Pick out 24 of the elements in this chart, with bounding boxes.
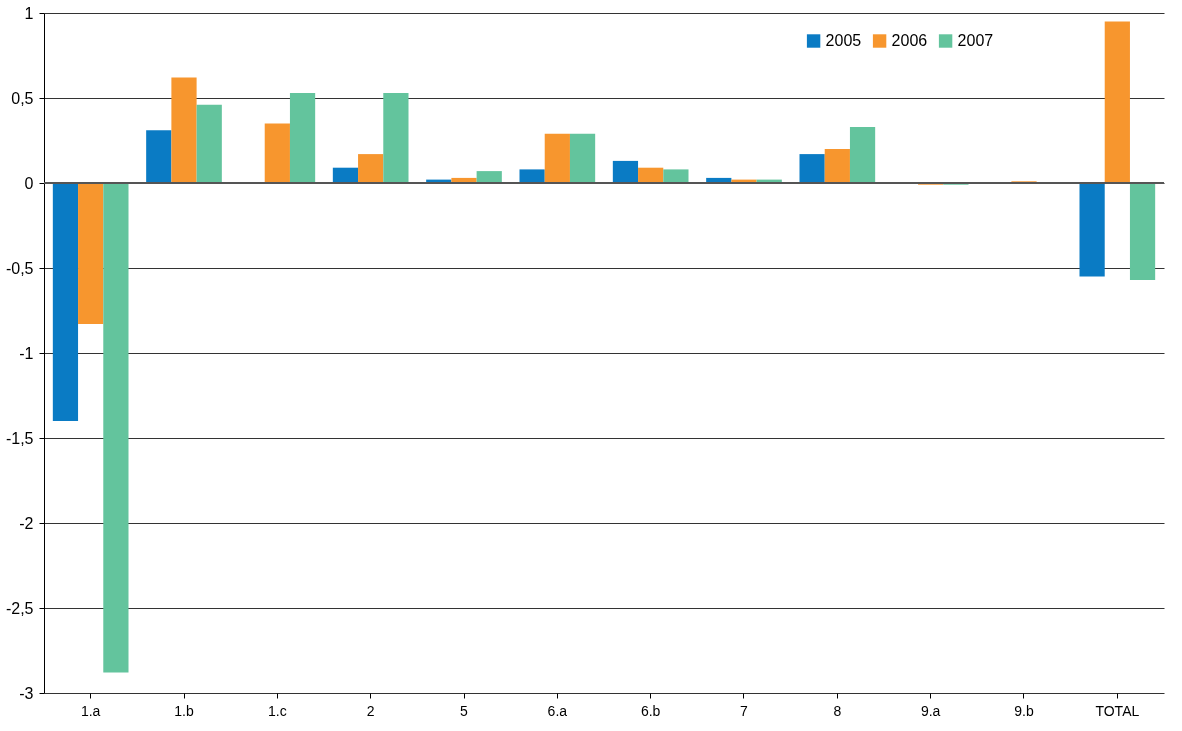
x-tick-label: TOTAL [1095, 702, 1140, 719]
y-tick-label: 0 [24, 174, 34, 192]
y-tick-label: 0,5 [11, 89, 34, 107]
x-tick-label: 9.a [920, 702, 941, 719]
x-tick-label: 1.a [80, 702, 101, 719]
x-tick-label: 1.c [267, 702, 287, 719]
legend-label: 2007 [957, 32, 994, 49]
y-tick-label: -2,5 [5, 599, 34, 617]
x-tick-label: 6.b [640, 702, 661, 719]
y-tick-label: 1 [24, 4, 34, 22]
y-tick-label: -1,5 [5, 429, 34, 447]
x-tick-label: 5 [460, 702, 469, 719]
x-tick-label: 1.b [174, 702, 194, 719]
x-tick-label: 2 [366, 702, 375, 719]
x-tick-label: 8 [833, 702, 842, 719]
x-tick-label: 9.b [1014, 702, 1034, 719]
x-tick-label: 7 [740, 702, 749, 719]
x-tick-label: 6.a [547, 702, 568, 719]
legend-label: 2005 [825, 32, 862, 49]
y-tick-label: -3 [19, 684, 34, 702]
legend-label: 2006 [891, 32, 928, 49]
y-tick-label: -0,5 [5, 259, 34, 277]
y-tick-label: -2 [19, 514, 34, 532]
y-tick-label: -1 [19, 344, 34, 362]
